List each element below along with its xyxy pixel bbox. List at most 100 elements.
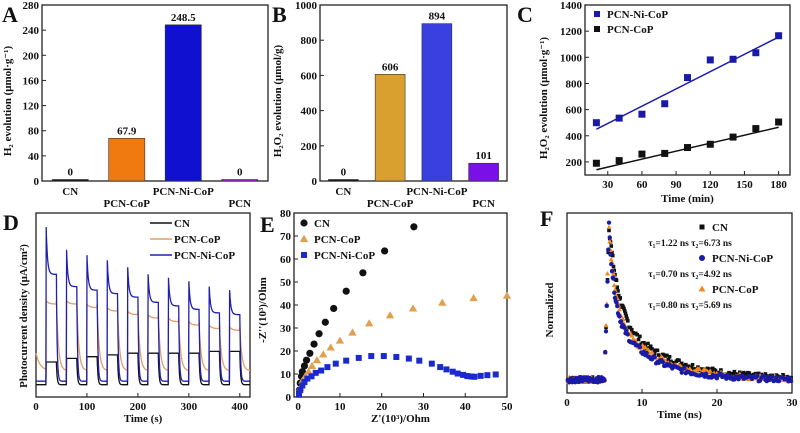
x-tick-label: 10: [334, 401, 346, 413]
x-tick-label: 90: [671, 179, 683, 191]
data-point: [416, 357, 423, 364]
legend-marker: [699, 224, 705, 230]
x-tick-label: 0: [564, 397, 570, 409]
data-point: [604, 303, 609, 308]
legend-label: PCN-CoP: [712, 284, 759, 296]
data-point: [696, 366, 702, 372]
data-point: [655, 348, 660, 353]
data-point: [332, 360, 339, 367]
data-point: [318, 367, 325, 374]
y-tick-label: 80: [280, 208, 292, 220]
data-point: [607, 228, 611, 233]
data-point: [307, 361, 317, 369]
legend-marker: [300, 219, 308, 227]
panel-label: A: [2, 2, 18, 27]
data-point: [302, 356, 311, 364]
data-point: [606, 224, 612, 230]
data-point: [642, 340, 646, 345]
data-point: [348, 328, 357, 336]
x-tick-label: 150: [736, 179, 753, 191]
data-point: [781, 372, 785, 377]
data-point: [623, 311, 628, 316]
data-point: [330, 304, 338, 313]
legend-label: CN: [712, 222, 728, 234]
plot-frame: [584, 4, 791, 176]
data-point: [312, 369, 319, 376]
y-tick-label: 40: [28, 151, 40, 163]
data-point: [326, 343, 335, 351]
data-point: [747, 371, 752, 376]
data-point: [315, 330, 323, 338]
data-point: [684, 74, 691, 82]
data-point: [609, 244, 614, 248]
category-label: PCN: [472, 198, 495, 210]
category-label: CN: [62, 186, 78, 198]
data-point: [484, 372, 491, 379]
x-tick-label: 40: [460, 401, 472, 413]
bar-value-label: 248.5: [171, 12, 196, 24]
y-tick-label: 30: [280, 323, 292, 335]
bar-value-label: 67.9: [117, 125, 137, 137]
data-point: [606, 250, 611, 255]
x-tick-label: 0: [33, 401, 39, 413]
bar-value-label: 606: [382, 61, 399, 73]
data-point: [763, 372, 768, 376]
data-point: [611, 276, 616, 281]
data-point: [611, 282, 617, 288]
bar-value-label: 0: [341, 167, 347, 179]
data-point: [592, 159, 600, 167]
bar: [108, 138, 146, 182]
data-point: [607, 235, 612, 240]
plot-frame: [319, 4, 508, 182]
data-point: [610, 271, 617, 276]
data-point: [756, 371, 761, 376]
data-point: [679, 361, 684, 366]
y-tick-label: 40: [280, 300, 292, 312]
data-point: [321, 318, 329, 326]
data-point: [622, 306, 626, 311]
series-line-CN: [36, 350, 250, 386]
data-point: [687, 366, 693, 371]
data-point: [625, 332, 630, 337]
data-point: [319, 350, 328, 358]
data-point: [408, 304, 418, 312]
data-point: [324, 364, 331, 371]
data-point: [603, 322, 609, 328]
data-point: [606, 220, 612, 225]
lifetime-annotation: τ₁=1.22 ns τ₂=6.73 ns: [648, 239, 732, 249]
data-point: [616, 289, 620, 293]
legend-label: PCN-Ni-CoP: [314, 250, 375, 262]
y-tick-label: 280: [23, 0, 40, 12]
data-point: [648, 344, 653, 349]
x-tick-label: 30: [787, 397, 799, 409]
data-point: [646, 341, 650, 346]
series-CN: [295, 223, 418, 394]
data-point: [661, 149, 669, 157]
data-point: [368, 353, 375, 360]
plot-frame: [41, 4, 269, 182]
data-point: [679, 370, 684, 375]
data-point: [469, 293, 478, 302]
bar-value-label: 0: [237, 167, 243, 179]
y-tick-label: 1000: [560, 52, 583, 64]
legend-label: CN: [314, 218, 330, 230]
series-PCN-Ni-CoP: [592, 32, 783, 130]
bar: [468, 162, 499, 182]
y-tick-label: 1200: [560, 26, 583, 38]
data-point: [713, 368, 718, 373]
data-point: [776, 378, 782, 384]
data-point: [677, 358, 681, 363]
lifetime-annotation: τ₁=0.80 ns τ₂=5.69 ns: [648, 301, 732, 311]
data-point: [364, 319, 374, 327]
data-point: [732, 369, 737, 374]
data-point: [689, 365, 693, 370]
category-label: PCN-CoP: [104, 198, 151, 210]
y-tick-label: 160: [23, 75, 40, 87]
data-point: [705, 366, 710, 371]
data-point: [608, 252, 613, 257]
y-tick-label: 80: [28, 126, 40, 138]
data-point: [602, 378, 607, 383]
data-point: [308, 373, 315, 380]
y-axis-label: Normalized: [544, 283, 556, 338]
data-point: [343, 357, 350, 364]
